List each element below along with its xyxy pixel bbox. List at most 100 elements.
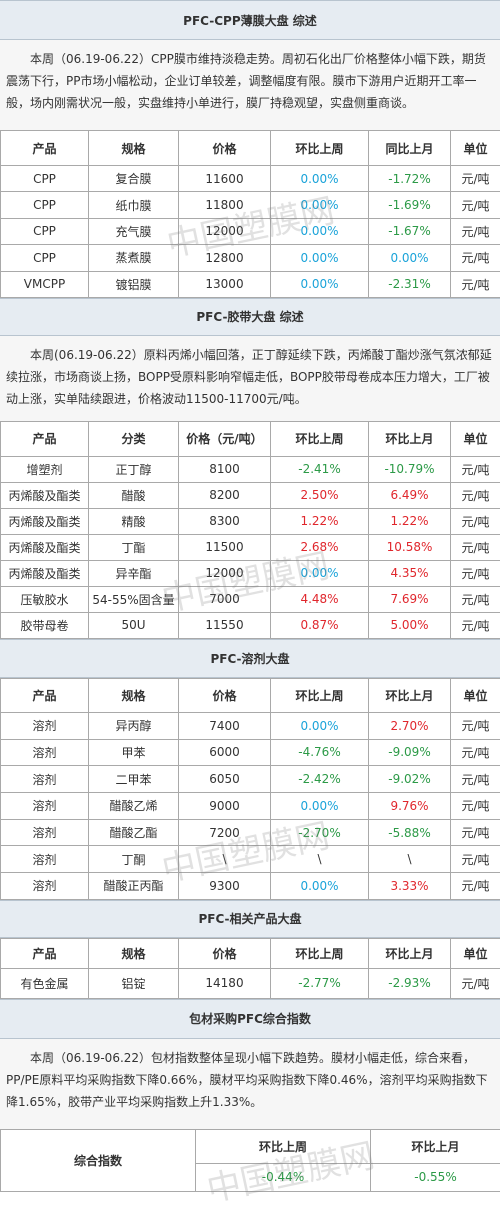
cell: 溶剂: [1, 712, 89, 739]
cell: 纸巾膜: [89, 192, 179, 218]
cell: 6000: [179, 739, 271, 766]
cell: 6.49%: [369, 482, 451, 508]
cell: 54-55%固含量: [89, 586, 179, 612]
cell: \: [369, 846, 451, 873]
cell: VMCPP: [1, 271, 89, 297]
cell: 溶剂: [1, 739, 89, 766]
cell: 11600: [179, 166, 271, 192]
cell: 元/吨: [451, 739, 500, 766]
cell: 增塑剂: [1, 456, 89, 482]
section-title: PFC-CPP薄膜大盘 综述: [0, 0, 500, 40]
cell: 5.00%: [369, 612, 451, 638]
cell: 1.22%: [369, 508, 451, 534]
cell: 6050: [179, 766, 271, 793]
cell: 元/吨: [451, 456, 500, 482]
cell: -4.76%: [271, 739, 369, 766]
cell: 丙烯酸及酯类: [1, 560, 89, 586]
cell: 丁酯: [89, 534, 179, 560]
cell: 0.00%: [271, 712, 369, 739]
cell: -2.70%: [271, 819, 369, 846]
cell: 丁酮: [89, 846, 179, 873]
cell: 蒸煮膜: [89, 245, 179, 271]
cell: 压敏胶水: [1, 586, 89, 612]
cell: 元/吨: [451, 612, 500, 638]
cell: 元/吨: [451, 712, 500, 739]
cell: 元/吨: [451, 245, 500, 271]
cell: 甲苯: [89, 739, 179, 766]
cell: 1.22%: [271, 508, 369, 534]
cell: -2.77%: [271, 968, 369, 998]
cell: 醋酸乙酯: [89, 819, 179, 846]
header-cell: 价格（元/吨）: [179, 421, 271, 456]
header-cell: 价格: [179, 131, 271, 166]
cell: 元/吨: [451, 508, 500, 534]
cell: 溶剂: [1, 846, 89, 873]
cell: -2.31%: [369, 271, 451, 297]
cell: 8200: [179, 482, 271, 508]
header-cell: 环比上月: [371, 1129, 500, 1163]
header-cell: 环比上周: [271, 678, 369, 712]
cell: 镀铝膜: [89, 271, 179, 297]
header-cell: 单位: [451, 421, 500, 456]
header-cell: 产品: [1, 131, 89, 166]
paragraph: 本周（06.19-06.22）CPP膜市维持淡稳走势。周初石化出厂价格整体小幅下…: [0, 40, 500, 130]
cell: 2.70%: [369, 712, 451, 739]
header-row: 产品规格价格环比上周环比上月单位: [1, 938, 500, 968]
cell: -0.44%: [196, 1163, 371, 1191]
header-cell: 规格: [89, 678, 179, 712]
cell: 0.00%: [271, 560, 369, 586]
cell: 0.00%: [271, 793, 369, 820]
cell: 醋酸乙烯: [89, 793, 179, 820]
cell: 12000: [179, 218, 271, 244]
header-cell: 产品: [1, 938, 89, 968]
cell: 正丁醇: [89, 456, 179, 482]
cell: 元/吨: [451, 968, 500, 998]
cell: 异丙醇: [89, 712, 179, 739]
cell: 11500: [179, 534, 271, 560]
cell: 复合膜: [89, 166, 179, 192]
cell: 13000: [179, 271, 271, 297]
cell: 0.00%: [271, 218, 369, 244]
cell: 3.33%: [369, 873, 451, 900]
cell: 充气膜: [89, 218, 179, 244]
cell: 0.00%: [271, 192, 369, 218]
header-row: 产品规格价格环比上周同比上月单位: [1, 131, 500, 166]
header-row: 综合指数环比上周环比上月: [1, 1129, 500, 1163]
cell: 元/吨: [451, 534, 500, 560]
cell: 醋酸正丙酯: [89, 873, 179, 900]
header-cell: 规格: [89, 131, 179, 166]
cell: CPP: [1, 218, 89, 244]
cell: 11800: [179, 192, 271, 218]
cell: 7400: [179, 712, 271, 739]
cell: 12800: [179, 245, 271, 271]
cell: 元/吨: [451, 192, 500, 218]
header-cell: 环比上周: [271, 421, 369, 456]
cell: -2.93%: [369, 968, 451, 998]
cell: 元/吨: [451, 586, 500, 612]
paragraph: 本周(06.19-06.22）原料丙烯小幅回落，正丁醇延续下跌，丙烯酸丁酯炒涨气…: [0, 336, 500, 421]
cell: 元/吨: [451, 166, 500, 192]
cell: CPP: [1, 192, 89, 218]
cell: 2.50%: [271, 482, 369, 508]
header-cell: 环比上月: [369, 938, 451, 968]
cell: 4.48%: [271, 586, 369, 612]
cell: 0.00%: [271, 873, 369, 900]
cell: 元/吨: [451, 846, 500, 873]
cell: 元/吨: [451, 218, 500, 244]
cell: -1.69%: [369, 192, 451, 218]
cell: 溶剂: [1, 766, 89, 793]
